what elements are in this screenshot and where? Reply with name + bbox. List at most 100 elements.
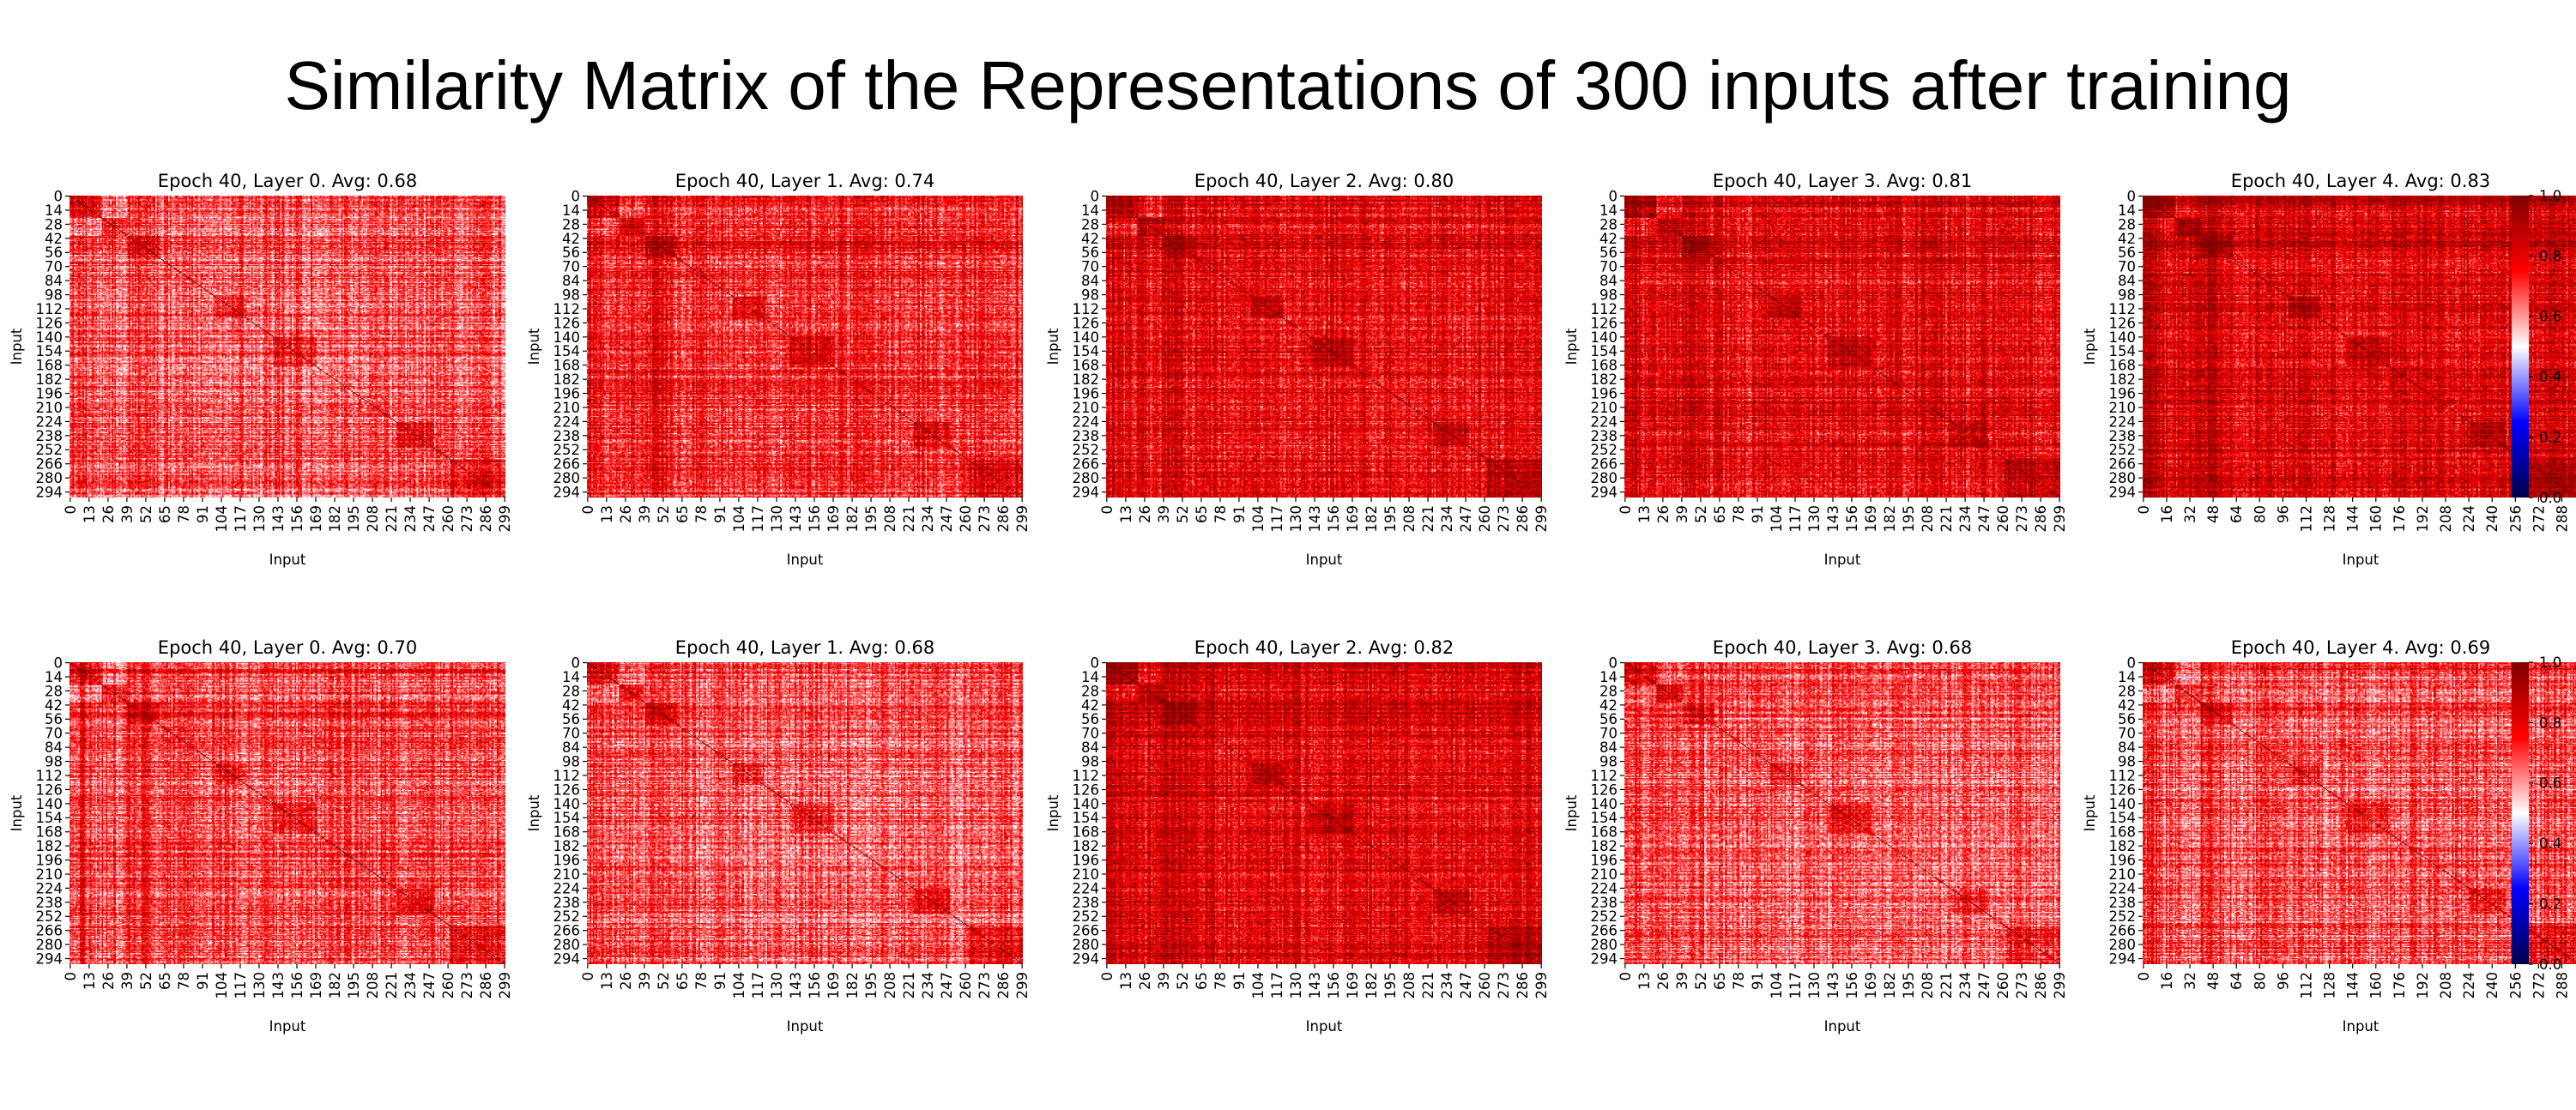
y-tick-label: 42 [1081,231,1099,247]
x-tick-label: 260 [1995,972,2011,999]
x-tick-label: 260 [1477,972,1493,999]
y-tick-label: 0 [1609,655,1618,672]
x-tick-label: 260 [958,505,974,533]
heatmap-panel: Epoch 40, Layer 2. Avg: 0.82014284256708… [1045,637,1550,1035]
x-tick-label: 234 [920,505,936,533]
y-tick-label: 112 [553,768,581,784]
x-tick-label: 247 [1976,972,1992,999]
y-tick-label: 42 [1081,697,1099,714]
y-tick-label: 98 [1081,754,1099,770]
x-tick-label: 65 [157,972,173,990]
x-tick-label: 0 [1618,972,1634,981]
x-tick-label: 78 [1731,972,1747,990]
heatmap-cells [2143,662,2576,964]
y-tick-label: 112 [1591,768,1618,784]
y-axis-label: Input [9,328,25,365]
x-tick-label: 26 [618,972,634,990]
x-tick-label: 169 [1863,972,1879,999]
x-tick-label: 26 [1655,505,1672,523]
y-tick-label: 70 [1081,259,1099,275]
x-tick-label: 13 [82,972,98,990]
y-tick-label: 168 [36,824,63,841]
y-tick-label: 266 [1591,923,1618,939]
y-tick-label: 224 [1073,413,1100,430]
colorbar-tick-label: 0.2 [2539,896,2561,913]
y-tick-label: 182 [553,371,581,388]
x-tick-label: 169 [308,972,324,999]
x-tick-label: 52 [1693,505,1709,523]
y-tick-label: 182 [1591,838,1618,854]
y-tick-label: 266 [553,923,581,939]
colorbar-tick-label: 0.0 [2539,956,2561,973]
x-tick-label: 130 [251,972,268,999]
y-tick-label: 84 [2118,273,2136,289]
x-tick-label: 78 [693,972,710,990]
y-tick-label: 126 [36,781,63,798]
x-tick-label: 26 [1137,972,1153,990]
x-tick-label: 112 [2298,972,2314,999]
y-tick-label: 196 [1073,386,1100,402]
heatmap-cells [1624,662,2060,964]
y-tick-label: 126 [553,781,581,798]
y-tick-label: 238 [553,428,581,444]
x-tick-label: 48 [2205,972,2222,990]
y-tick-label: 168 [553,358,581,374]
y-tick-label: 28 [2118,216,2136,232]
y-tick-label: 266 [1073,923,1100,939]
x-tick-label: 104 [1250,972,1267,999]
y-tick-label: 168 [36,358,63,374]
y-tick-label: 70 [1599,726,1618,742]
y-tick-label: 252 [1073,908,1100,925]
panel-title: Epoch 40, Layer 2. Avg: 0.82 [1194,637,1454,658]
x-tick-label: 52 [1175,972,1191,990]
y-tick-label: 28 [1081,683,1099,699]
x-tick-label: 143 [1825,505,1841,533]
x-tick-label: 221 [1938,505,1955,533]
colorbar-tick-label: 0.6 [2539,309,2561,325]
x-tick-label: 26 [1655,972,1672,990]
panel-title: Epoch 40, Layer 1. Avg: 0.68 [675,637,934,658]
y-tick-label: 154 [36,343,63,359]
x-tick-label: 260 [1477,505,1493,533]
y-tick-label: 56 [45,711,63,727]
x-tick-label: 182 [1882,505,1898,533]
y-tick-label: 112 [553,301,581,317]
x-tick-label: 144 [2345,972,2361,999]
x-axis-label: Input [1306,1018,1343,1035]
colorbar-tick-label: 0.2 [2539,430,2561,446]
y-tick-label: 154 [2109,810,2137,826]
heatmap-panel: Epoch 40, Layer 4. Avg: 0.83014284256708… [2082,171,2576,568]
y-tick-label: 14 [562,202,580,219]
x-tick-label: 195 [863,505,880,533]
panel-title: Epoch 40, Layer 0. Avg: 0.68 [158,171,417,191]
y-tick-label: 140 [2109,329,2137,346]
x-tick-label: 78 [176,972,192,990]
y-tick-label: 42 [562,231,580,247]
y-tick-label: 112 [1073,301,1100,317]
x-tick-label: 78 [693,505,710,523]
y-tick-label: 112 [1073,768,1100,784]
heatmap-cells [587,662,1023,964]
y-tick-label: 84 [45,273,63,289]
y-tick-label: 266 [2109,923,2137,939]
y-tick-label: 280 [1073,470,1100,486]
y-tick-label: 168 [2109,824,2137,841]
x-tick-label: 260 [440,505,457,533]
y-tick-label: 154 [553,343,581,359]
y-tick-label: 0 [1091,189,1100,205]
x-tick-label: 273 [2014,505,2030,533]
y-tick-label: 84 [1081,273,1099,289]
y-tick-label: 224 [2109,413,2137,430]
x-tick-label: 208 [2438,972,2454,999]
x-tick-label: 195 [1382,972,1399,999]
x-tick-label: 0 [580,505,596,515]
x-tick-label: 156 [289,505,305,533]
x-tick-label: 208 [882,972,898,999]
colorbar-tick-label: 0.8 [2539,715,2561,731]
y-tick-label: 84 [562,739,580,756]
x-tick-label: 91 [1750,972,1766,990]
x-tick-label: 13 [1118,505,1134,523]
colorbar-gradient [2512,662,2529,964]
y-tick-label: 14 [45,202,63,219]
y-tick-label: 280 [553,470,581,486]
